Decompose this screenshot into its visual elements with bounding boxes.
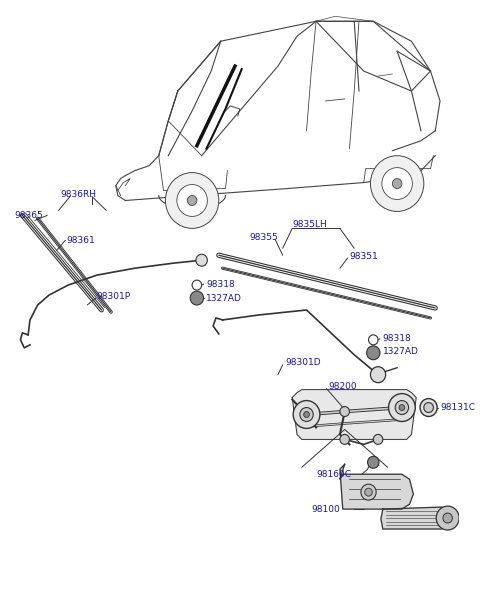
Polygon shape	[381, 507, 448, 529]
Circle shape	[361, 484, 376, 500]
Circle shape	[368, 456, 379, 468]
Polygon shape	[292, 390, 416, 440]
Circle shape	[190, 291, 204, 305]
Circle shape	[300, 408, 313, 421]
Circle shape	[424, 403, 433, 413]
Circle shape	[367, 346, 380, 360]
Text: 1327AD: 1327AD	[206, 293, 242, 303]
Text: 98301D: 98301D	[286, 358, 321, 367]
Text: 9835LH: 9835LH	[292, 220, 327, 229]
Circle shape	[365, 488, 372, 496]
Text: 98355: 98355	[249, 233, 278, 242]
Text: 9836RH: 9836RH	[60, 190, 96, 199]
Circle shape	[371, 367, 386, 383]
Text: 98365: 98365	[15, 211, 44, 220]
Circle shape	[373, 435, 383, 445]
Circle shape	[177, 185, 207, 216]
Circle shape	[340, 406, 349, 416]
Text: 98318: 98318	[206, 279, 235, 289]
Circle shape	[388, 394, 415, 421]
Circle shape	[395, 400, 408, 414]
Circle shape	[382, 168, 412, 200]
Circle shape	[392, 179, 402, 188]
Circle shape	[304, 411, 310, 418]
Circle shape	[371, 156, 424, 211]
Circle shape	[196, 254, 207, 266]
Circle shape	[443, 513, 453, 523]
Text: 98131C: 98131C	[440, 403, 475, 412]
Circle shape	[369, 335, 378, 345]
Circle shape	[399, 405, 405, 411]
Text: 98318: 98318	[383, 335, 411, 343]
Circle shape	[166, 173, 219, 228]
Circle shape	[340, 435, 349, 445]
Circle shape	[187, 195, 197, 206]
Text: 98100: 98100	[312, 505, 340, 513]
Text: 98200: 98200	[328, 382, 357, 391]
Text: 98361: 98361	[66, 236, 95, 245]
Circle shape	[192, 280, 202, 290]
Polygon shape	[340, 464, 413, 509]
Circle shape	[293, 400, 320, 429]
Text: 1327AD: 1327AD	[383, 348, 419, 356]
Text: 98160C: 98160C	[316, 470, 351, 479]
Text: 98351: 98351	[349, 252, 378, 261]
Circle shape	[436, 506, 459, 530]
Text: 98301P: 98301P	[97, 292, 131, 300]
Circle shape	[420, 398, 437, 416]
